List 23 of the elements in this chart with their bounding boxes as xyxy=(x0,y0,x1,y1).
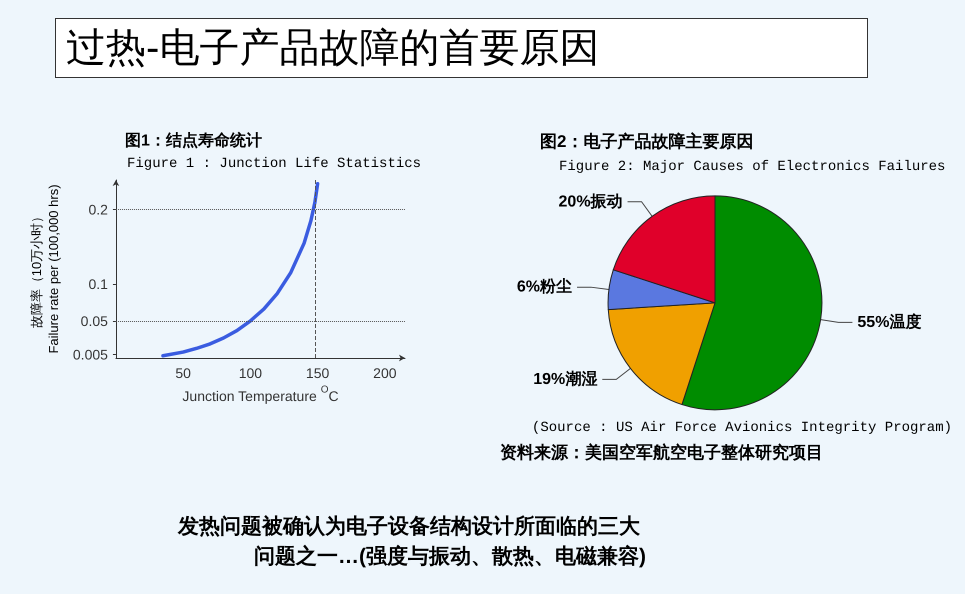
y-tick-label: 0.1 xyxy=(88,276,108,292)
text: 资料来源：美国空军航空电子整体研究项目 xyxy=(500,443,823,462)
y-tick-label: 0.2 xyxy=(88,202,108,218)
chart-subtitle: Figure 2: Major Causes of Electronics Failures xyxy=(559,159,946,175)
y-tick-label: 0.005 xyxy=(72,346,108,362)
y-tick-label: 0.05 xyxy=(80,312,108,329)
text: (Source : US Air Force Avionics Integrity Program) xyxy=(532,420,952,436)
x-tick-label: 50 xyxy=(175,365,192,381)
text: 问题之一…(强度与振动、散热、电磁兼容) xyxy=(254,544,646,570)
x-tick-label: 150 xyxy=(306,365,330,381)
text: 过热-电子产品故障的首要原因 xyxy=(55,18,868,78)
chart-title: 图1：结点寿命统计 xyxy=(125,132,262,150)
x-tick-label: 100 xyxy=(238,365,262,381)
line-series xyxy=(161,182,320,358)
y-axis-title: 故障率（10万小时） Failure rate per (100,000 hrs) xyxy=(29,184,61,354)
x-tick-label: 200 xyxy=(373,365,397,381)
chart-subtitle: Figure 1 : Junction Life Statistics xyxy=(127,156,422,172)
slice-label: 6%粉尘 xyxy=(516,278,572,296)
slice-label: 19%潮湿 xyxy=(533,370,598,388)
chart-title: 图2：电子产品故障主要原因 xyxy=(540,132,754,151)
slice-label: 20%振动 xyxy=(558,192,623,210)
text: 发热问题被确认为电子设备结构设计所面临的三大 xyxy=(178,514,640,540)
slice-label: 55%温度 xyxy=(857,312,922,331)
